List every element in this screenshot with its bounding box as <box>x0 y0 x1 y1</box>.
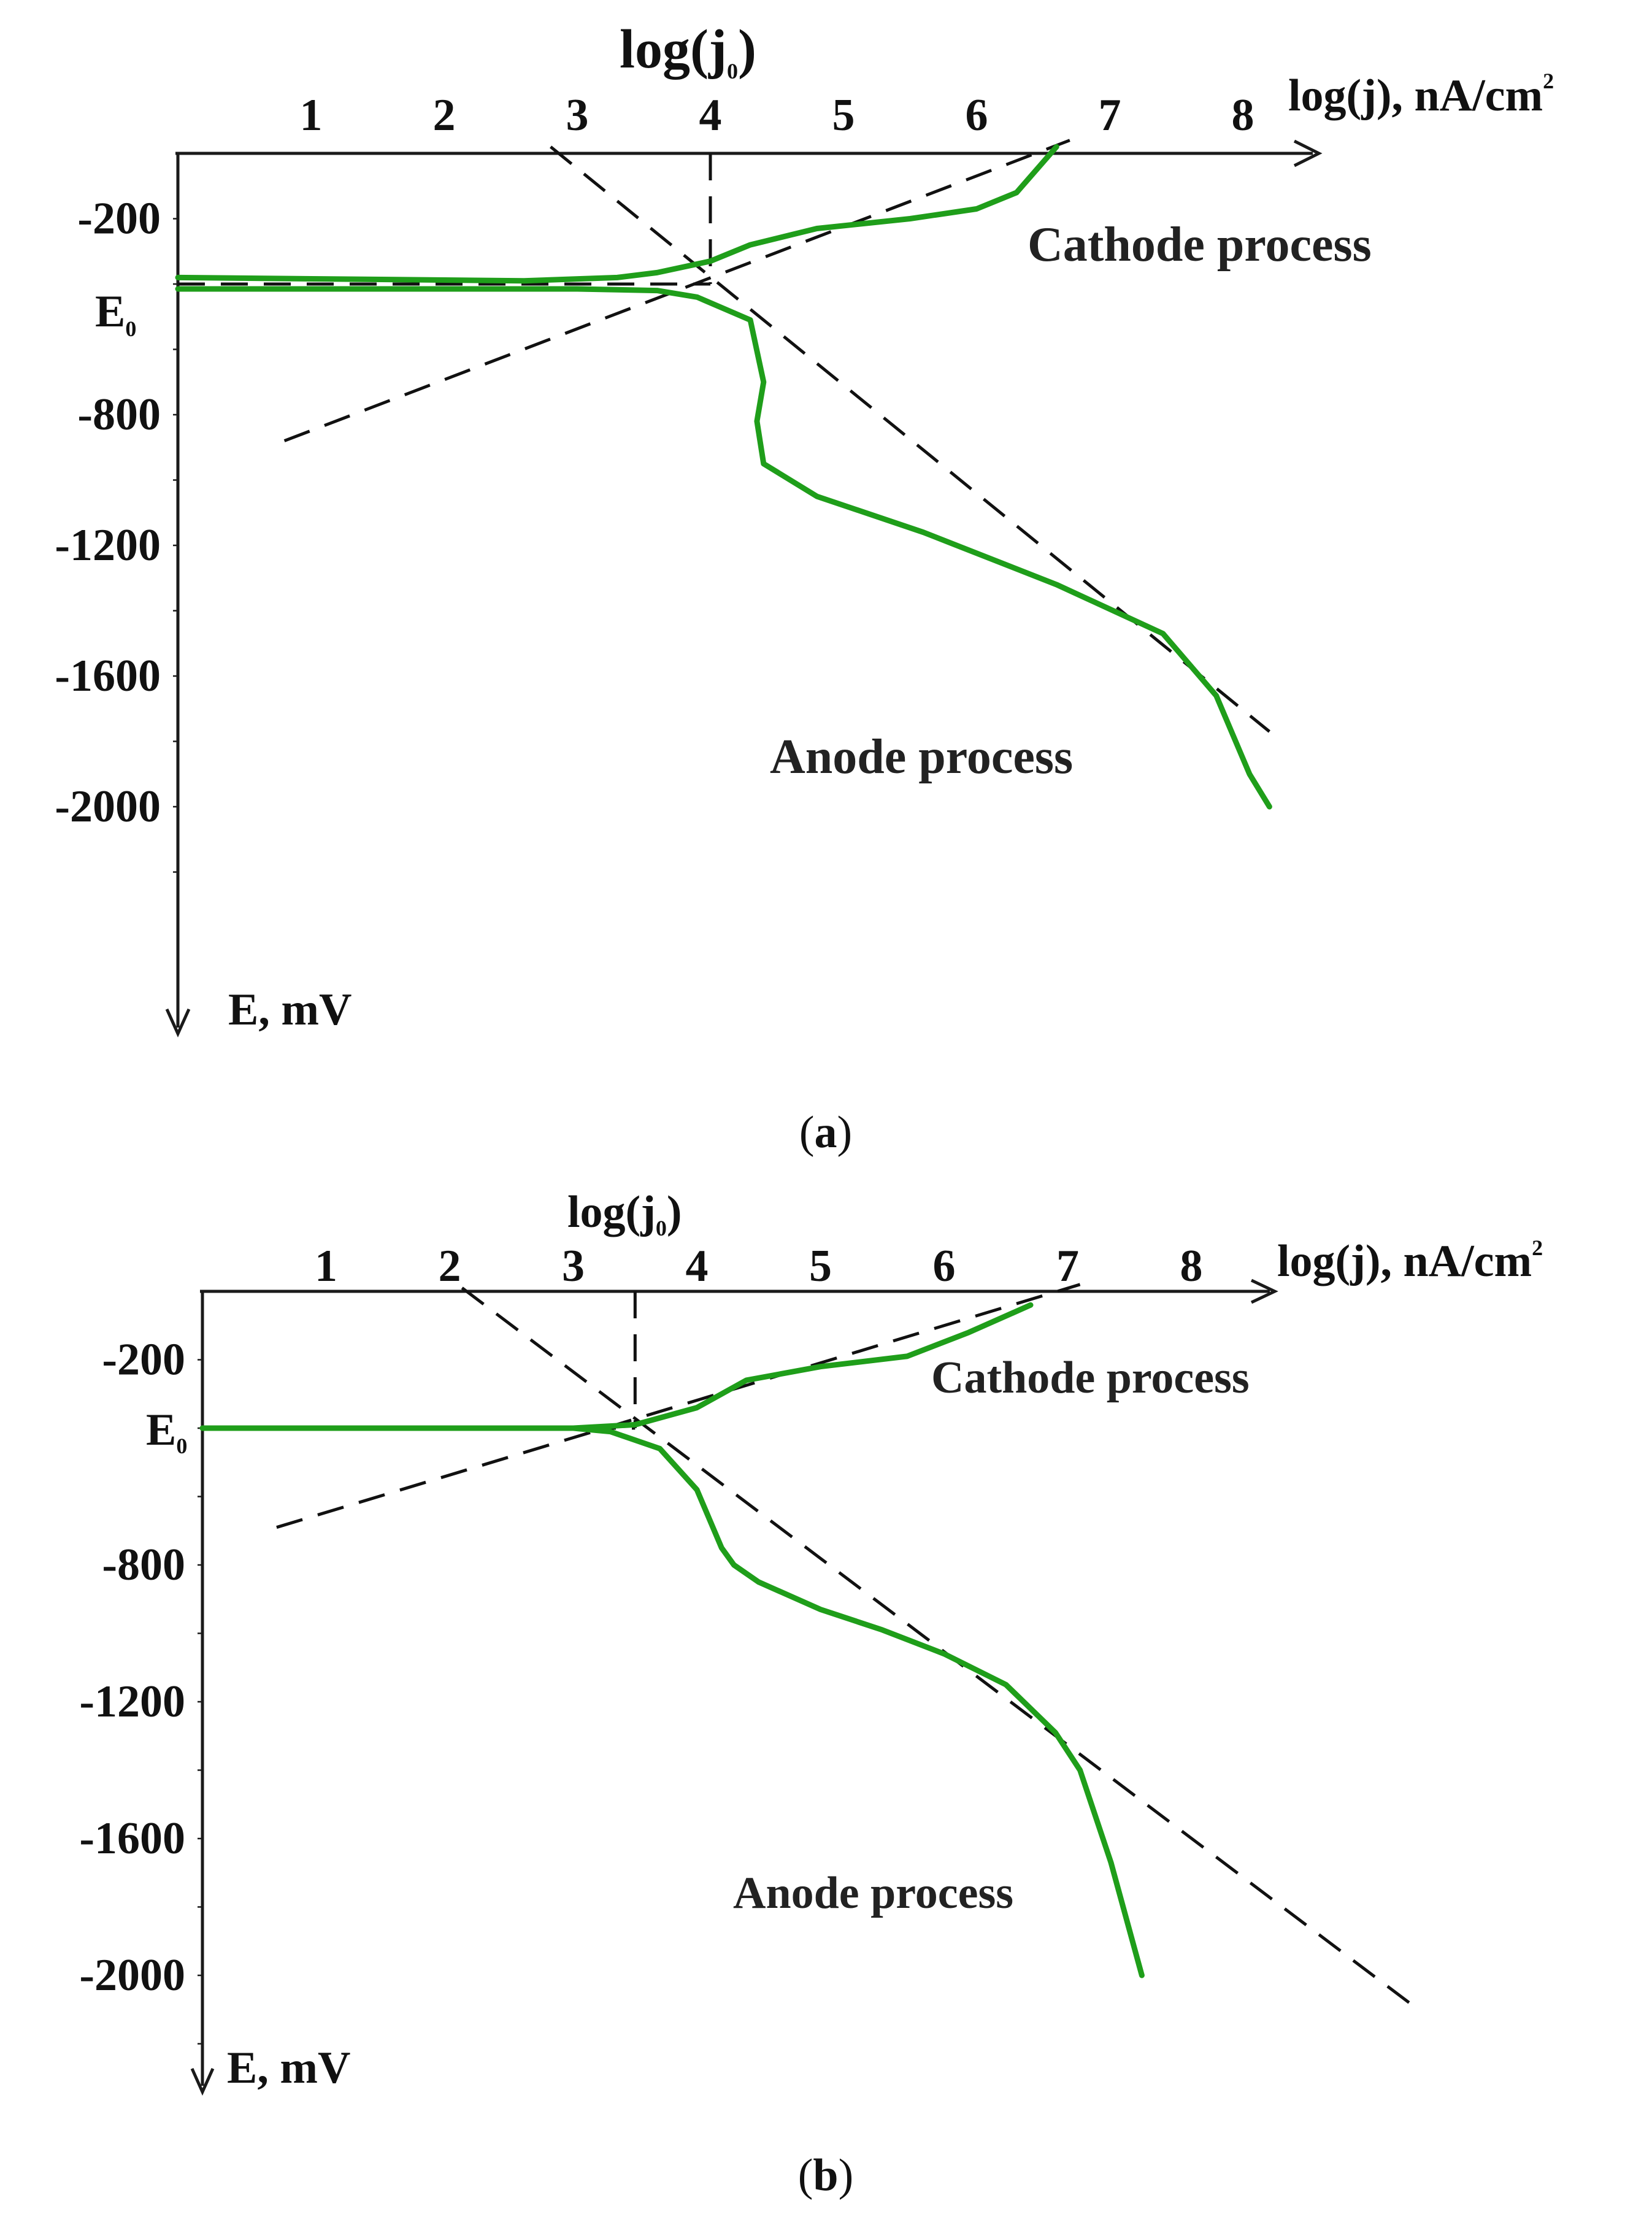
panel-a-anode-curve <box>175 286 1272 810</box>
panel-b-x-axis-arrow <box>1250 1278 1278 1304</box>
panel-b-y-axis-arrow <box>190 2067 215 2096</box>
panel-a-y-axis-arrow <box>165 1008 191 1038</box>
panel-b-x-tick-label: 6 <box>933 1241 956 1291</box>
panel-b-y-tick-label: -1600 <box>79 1813 185 1864</box>
panel-b: 1 2 3 4 5 6 7 8 -200 -800 -1200 -1600 -2… <box>79 1187 1543 2201</box>
panel-b-y-axis-label: E, mV <box>227 2043 350 2093</box>
panel-b-x-tick-label: 7 <box>1056 1241 1079 1291</box>
panel-a-x-tick-label: 2 <box>433 90 456 140</box>
panel-b-anode-curve <box>199 1425 1145 1978</box>
panel-b-x-tick-label: 5 <box>809 1241 832 1291</box>
panel-b-cathode-tafel-line <box>276 1283 1081 1529</box>
panel-b-x-tick-label: 4 <box>686 1241 709 1291</box>
panel-a-j0-label: log(j0) <box>620 19 756 83</box>
panel-a-cathode-curve <box>175 144 1059 284</box>
panel-b-y-tick-label: -2000 <box>79 1950 185 2001</box>
panel-a-x-tick-label: 8 <box>1232 90 1254 140</box>
panel-b-x-tick-label: 1 <box>315 1241 337 1291</box>
panel-a-x-tick-label: 3 <box>566 90 589 140</box>
panel-b-polarization-curves <box>199 1302 1145 1978</box>
panel-a-caption: (a) <box>799 1107 852 1158</box>
panel-a-x-axis-label: log(j), nA/cm2 <box>1288 69 1554 121</box>
panel-b-x-tick-label: 8 <box>1180 1241 1203 1291</box>
panel-a-y-tick-label: -200 <box>77 194 161 244</box>
panel-a-x-tick-label: 7 <box>1099 90 1121 140</box>
panel-a-y-tick-label: -1600 <box>55 651 161 701</box>
panel-b-anode-label: Anode process <box>733 1868 1013 1918</box>
panel-a-tick-marks <box>173 218 178 873</box>
panel-b-tick-marks <box>198 1359 202 2045</box>
panel-b-y-tick-label: -200 <box>102 1335 185 1385</box>
panel-a: 1 2 3 4 5 6 7 8 -200 -800 -1200 -1600 -2… <box>55 19 1554 1158</box>
panel-a-y-axis-label: E, mV <box>228 985 352 1035</box>
panel-a-anode-tafel-line <box>550 145 1270 733</box>
panel-a-x-tick-label: 4 <box>699 90 722 140</box>
panel-b-j0-label: log(j0) <box>567 1187 682 1240</box>
panel-a-y-tick-label: -2000 <box>55 782 161 832</box>
panel-b-anode-tafel-line <box>461 1286 1415 2008</box>
panel-a-x-tick-label: 6 <box>966 90 988 140</box>
panel-a-polarization-curves <box>175 144 1272 810</box>
panel-a-anode-label: Anode process <box>770 730 1073 784</box>
panel-b-x-tick-label: 3 <box>562 1241 585 1291</box>
panel-b-y-tick-label: -800 <box>102 1540 185 1590</box>
panel-b-cathode-label: Cathode process <box>931 1353 1250 1403</box>
panel-a-cathode-label: Cathode process <box>1028 218 1372 272</box>
panel-b-y-tick-label: -1200 <box>79 1677 185 1727</box>
panel-b-caption: (b) <box>798 2150 853 2201</box>
panel-a-e0-label: E0 <box>95 286 136 341</box>
panel-a-x-axis-arrow <box>1293 139 1323 167</box>
panel-a-y-tick-label: -1200 <box>55 520 161 571</box>
panel-a-x-tick-label: 1 <box>300 90 323 140</box>
panel-b-e0-label: E0 <box>146 1405 187 1458</box>
panel-a-cathode-tafel-line <box>283 139 1070 442</box>
panel-a-x-tick-label: 5 <box>832 90 855 140</box>
panel-a-y-tick-label: -800 <box>77 390 161 440</box>
panel-b-x-axis-label: log(j), nA/cm2 <box>1277 1236 1543 1286</box>
panel-b-cathode-curve <box>199 1302 1034 1431</box>
panel-b-x-tick-label: 2 <box>439 1241 461 1291</box>
